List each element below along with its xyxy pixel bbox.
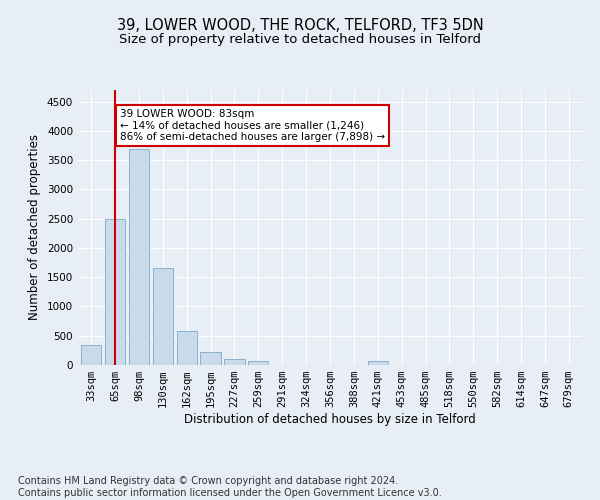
Bar xyxy=(152,268,173,365)
Bar xyxy=(105,218,125,365)
Bar xyxy=(200,352,221,365)
Text: Contains HM Land Registry data © Crown copyright and database right 2024.
Contai: Contains HM Land Registry data © Crown c… xyxy=(18,476,442,498)
Bar xyxy=(224,359,245,365)
Bar xyxy=(368,360,388,365)
Bar xyxy=(81,344,101,365)
X-axis label: Distribution of detached houses by size in Telford: Distribution of detached houses by size … xyxy=(184,413,476,426)
Y-axis label: Number of detached properties: Number of detached properties xyxy=(28,134,41,320)
Text: Size of property relative to detached houses in Telford: Size of property relative to detached ho… xyxy=(119,32,481,46)
Text: 39, LOWER WOOD, THE ROCK, TELFORD, TF3 5DN: 39, LOWER WOOD, THE ROCK, TELFORD, TF3 5… xyxy=(116,18,484,32)
Bar xyxy=(248,362,268,365)
Text: 39 LOWER WOOD: 83sqm
← 14% of detached houses are smaller (1,246)
86% of semi-de: 39 LOWER WOOD: 83sqm ← 14% of detached h… xyxy=(120,108,385,142)
Bar xyxy=(176,331,197,365)
Bar xyxy=(129,148,149,365)
